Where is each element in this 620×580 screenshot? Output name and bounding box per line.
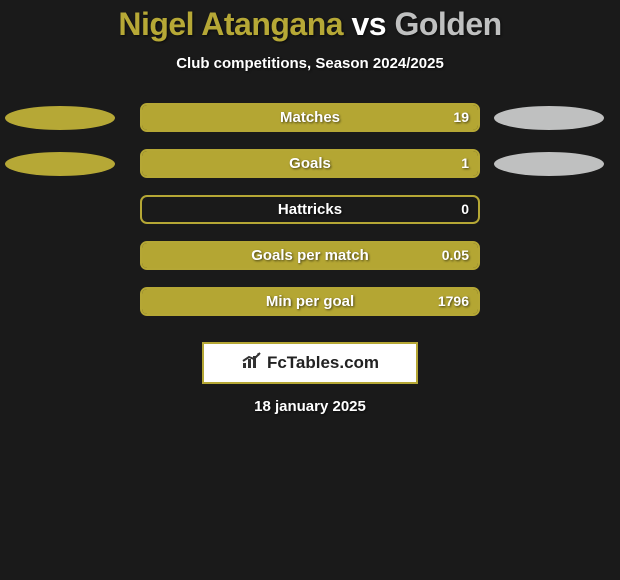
date: 18 january 2025 xyxy=(0,398,620,415)
stat-bar: Min per goal1796 xyxy=(140,287,480,316)
bar-chart-icon xyxy=(241,352,263,375)
title-player-left: Nigel Atangana xyxy=(118,6,351,42)
stat-value: 0 xyxy=(461,197,469,222)
logo: FcTables.com xyxy=(241,352,379,375)
comparison-card: Nigel Atangana vs Golden Club competitio… xyxy=(0,0,620,415)
stat-label: Min per goal xyxy=(142,289,478,314)
stat-bar: Matches19 xyxy=(140,103,480,132)
stat-bar: Hattricks0 xyxy=(140,195,480,224)
title-vs: vs xyxy=(351,6,386,42)
stat-value: 0.05 xyxy=(442,243,469,268)
stat-value: 1796 xyxy=(438,289,469,314)
player-right-marker xyxy=(494,106,604,130)
player-left-marker xyxy=(5,106,115,130)
player-right-marker xyxy=(494,152,604,176)
stat-label: Hattricks xyxy=(142,197,478,222)
page-title: Nigel Atangana vs Golden xyxy=(0,6,620,43)
stat-rows: Matches19 Goals1 Hattricks0 Goals per match… xyxy=(0,100,620,330)
stat-label: Matches xyxy=(142,105,478,130)
stat-label: Goals xyxy=(142,151,478,176)
player-left-marker xyxy=(5,152,115,176)
stat-row: Hattricks0 xyxy=(0,192,620,238)
stat-row: Matches19 xyxy=(0,100,620,146)
title-player-right: Golden xyxy=(386,6,502,42)
stat-row: Min per goal1796 xyxy=(0,284,620,330)
stat-row: Goals per match0.05 xyxy=(0,238,620,284)
stat-row: Goals1 xyxy=(0,146,620,192)
logo-box[interactable]: FcTables.com xyxy=(202,342,418,384)
stat-label: Goals per match xyxy=(142,243,478,268)
logo-text: FcTables.com xyxy=(267,353,379,373)
stat-bar: Goals1 xyxy=(140,149,480,178)
stat-value: 1 xyxy=(461,151,469,176)
subtitle: Club competitions, Season 2024/2025 xyxy=(0,55,620,72)
stat-bar: Goals per match0.05 xyxy=(140,241,480,270)
stat-value: 19 xyxy=(453,105,469,130)
